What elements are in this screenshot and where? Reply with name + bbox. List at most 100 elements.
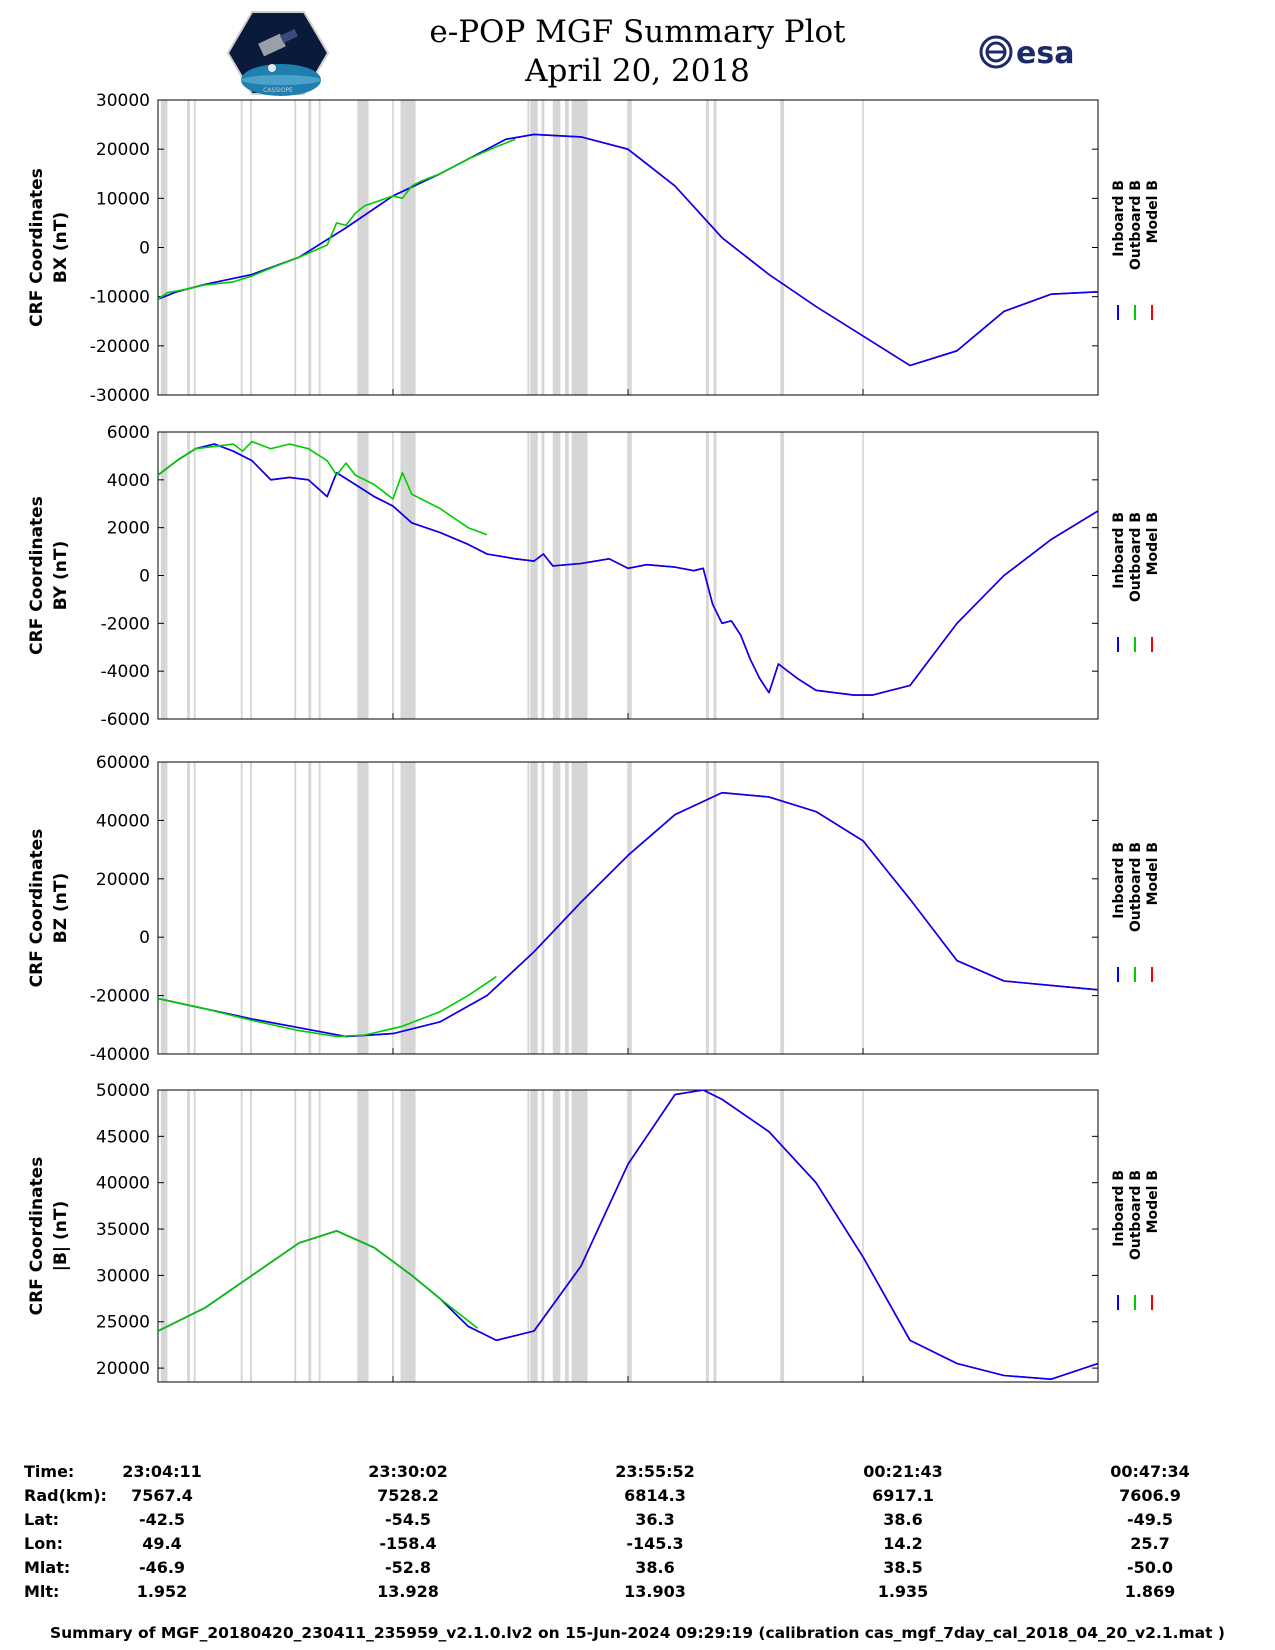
- legend-entry: Inboard B: [1111, 180, 1127, 257]
- data-gap-band: [294, 1090, 297, 1382]
- svg-text:CASSIOPE: CASSIOPE: [263, 87, 293, 94]
- outboard-b-line: [158, 440, 488, 536]
- data-gap-band: [160, 1090, 168, 1382]
- data-gap-band: [565, 432, 569, 719]
- data-gap-band: [357, 762, 369, 1054]
- y-tick-label: 40000: [96, 1174, 150, 1194]
- y-tick-label: 45000: [96, 1127, 150, 1147]
- data-gap-band: [565, 762, 569, 1054]
- info-value: 00:21:43: [863, 1462, 943, 1481]
- data-gap-band: [294, 100, 297, 395]
- y-tick-label: 0: [139, 239, 150, 259]
- legend-entry: Model B: [1145, 180, 1161, 243]
- data-gap-band: [187, 1090, 190, 1382]
- info-value: 7528.2: [377, 1486, 439, 1505]
- data-gap-band: [571, 100, 588, 395]
- outboard-b-line: [158, 975, 497, 1038]
- info-value: 7567.4: [131, 1486, 193, 1505]
- data-gap-band: [193, 762, 196, 1054]
- data-gap-band: [552, 432, 561, 719]
- info-value: 23:04:11: [122, 1462, 202, 1481]
- info-value: 38.6: [883, 1510, 923, 1529]
- y-tick-label: 30000: [96, 1266, 150, 1286]
- data-gap-band: [400, 762, 405, 1054]
- info-value: 14.2: [883, 1534, 923, 1553]
- data-gap-band: [780, 432, 785, 719]
- legend-entry: Outboard B: [1128, 512, 1144, 602]
- data-gap-band: [713, 432, 717, 719]
- data-gap-band: [565, 100, 569, 395]
- data-gap-band: [628, 762, 632, 1054]
- data-gap-band: [193, 1090, 196, 1382]
- y-tick-label: 30000: [96, 91, 150, 111]
- legend-entry: Model B: [1145, 512, 1161, 575]
- y-tick-label: 35000: [96, 1220, 150, 1240]
- y-tick-label: 0: [139, 928, 150, 948]
- data-gap-band: [541, 1090, 545, 1382]
- data-gap-band: [193, 100, 196, 395]
- data-gap-band: [400, 100, 405, 395]
- outboard-b-line: [158, 138, 516, 300]
- data-gap-band: [240, 100, 243, 395]
- info-value: -52.8: [384, 1558, 432, 1577]
- y-axis-label-unit: BX (nT): [51, 212, 71, 283]
- data-gap-band: [706, 762, 709, 1054]
- info-value: -42.5: [138, 1510, 186, 1529]
- data-gap-band: [541, 432, 545, 719]
- data-gap-band: [193, 432, 196, 719]
- data-gap-band: [527, 762, 530, 1054]
- info-value: 23:55:52: [615, 1462, 695, 1481]
- info-value: -50.0: [1126, 1558, 1174, 1577]
- info-value: 1.952: [136, 1582, 188, 1601]
- data-gap-band: [628, 100, 632, 395]
- bmag-panel: 50000 45000 40000 35000 30000 25000 20000 CRF C…: [27, 1081, 1161, 1383]
- info-label-mlat: Mlat:: [24, 1558, 71, 1577]
- bz-panel: 60000 40000 20000 0 -20000 -40000 CRF Coordina…: [27, 753, 1161, 1065]
- info-label-lon: Lon:: [24, 1534, 63, 1553]
- esa-logo: esa: [979, 35, 1074, 71]
- data-gap-band: [404, 1090, 416, 1382]
- y-tick-label: 6000: [107, 423, 150, 443]
- data-gap-band: [706, 100, 709, 395]
- data-gap-band: [240, 1090, 243, 1382]
- legend-entry: Model B: [1145, 842, 1161, 905]
- data-gap-band: [780, 1090, 785, 1382]
- info-label-mlt: Mlt:: [24, 1582, 60, 1601]
- data-gap-band: [357, 432, 369, 719]
- data-gap-band: [552, 100, 561, 395]
- data-gap-band: [404, 100, 416, 395]
- data-gap-band: [308, 762, 312, 1054]
- info-label-lat: Lat:: [24, 1510, 60, 1529]
- y-tick-label: 40000: [96, 811, 150, 831]
- data-gap-band: [240, 762, 243, 1054]
- data-gap-band: [250, 100, 252, 395]
- y-tick-label: 20000: [96, 870, 150, 890]
- data-gap-band: [404, 432, 416, 719]
- data-gap-band: [530, 100, 538, 395]
- y-tick-label: 0: [139, 567, 150, 587]
- legend-entry: Model B: [1145, 1170, 1161, 1233]
- inboard-b-line: [158, 791, 1098, 1038]
- data-gap-band: [160, 762, 168, 1054]
- y-axis-label-unit: BY (nT): [51, 541, 71, 611]
- info-value: 7606.9: [1119, 1486, 1181, 1505]
- data-gap-band: [308, 432, 312, 719]
- data-gap-band: [308, 1090, 312, 1382]
- info-value: 49.4: [142, 1534, 182, 1553]
- legend-entry: Outboard B: [1128, 1170, 1144, 1260]
- data-gap-band: [713, 762, 717, 1054]
- data-gap-band: [706, 432, 709, 719]
- y-axis-label: CRF Coordinates: [27, 829, 47, 988]
- legend-entry: Inboard B: [1111, 842, 1127, 919]
- info-label-time: Time:: [24, 1462, 75, 1481]
- info-value: -49.5: [1126, 1510, 1174, 1529]
- y-tick-label: 2000: [107, 519, 150, 539]
- data-gap-band: [530, 762, 538, 1054]
- data-gap-band: [780, 100, 785, 395]
- legend-entry: Inboard B: [1111, 1170, 1127, 1247]
- data-gap-band: [552, 1090, 561, 1382]
- plot-date: April 20, 2018: [525, 53, 750, 89]
- data-gap-band: [160, 100, 168, 395]
- info-value: 38.5: [883, 1558, 923, 1577]
